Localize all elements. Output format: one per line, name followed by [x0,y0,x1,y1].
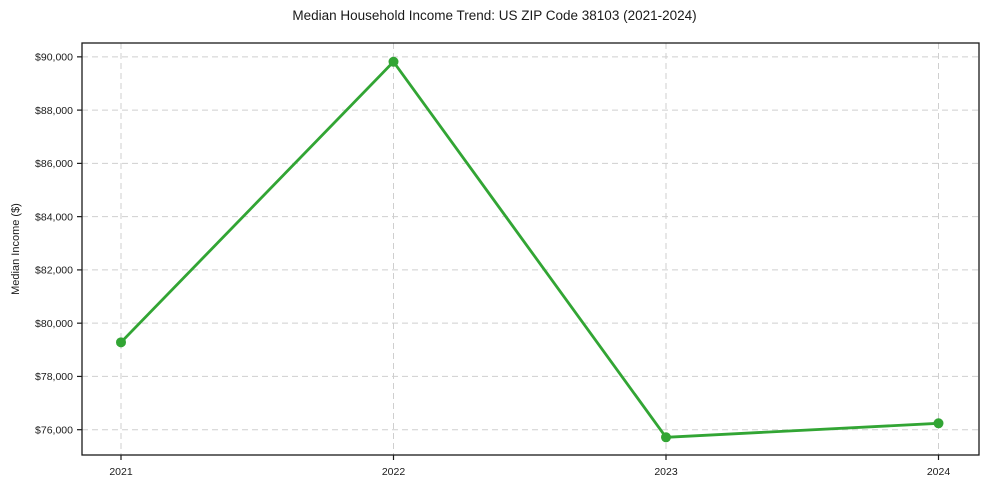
chart-title: Median Household Income Trend: US ZIP Co… [292,8,697,23]
data-point-2024 [933,418,944,429]
y-tick-label: $84,000 [35,211,73,223]
x-tick-label: 2021 [109,466,133,478]
y-tick-label: $82,000 [35,265,73,277]
data-point-2021 [116,337,126,348]
x-tick-label: 2022 [382,466,406,478]
y-tick-label: $80,000 [35,318,73,330]
data-point-2022 [388,56,399,67]
x-tick-label: 2024 [927,466,951,478]
income-line [119,60,940,439]
y-tick-label: $86,000 [35,158,73,170]
data-point-2023 [661,432,671,443]
plot-border [81,42,980,456]
y-tick-label: $76,000 [35,424,73,436]
y-tick-label: $90,000 [35,52,73,64]
y-tick-label: $78,000 [35,371,73,383]
y-tick-label: $88,000 [35,105,73,117]
x-tick-label: 2023 [654,466,678,478]
y-axis-label: Median Income ($) [10,203,22,295]
